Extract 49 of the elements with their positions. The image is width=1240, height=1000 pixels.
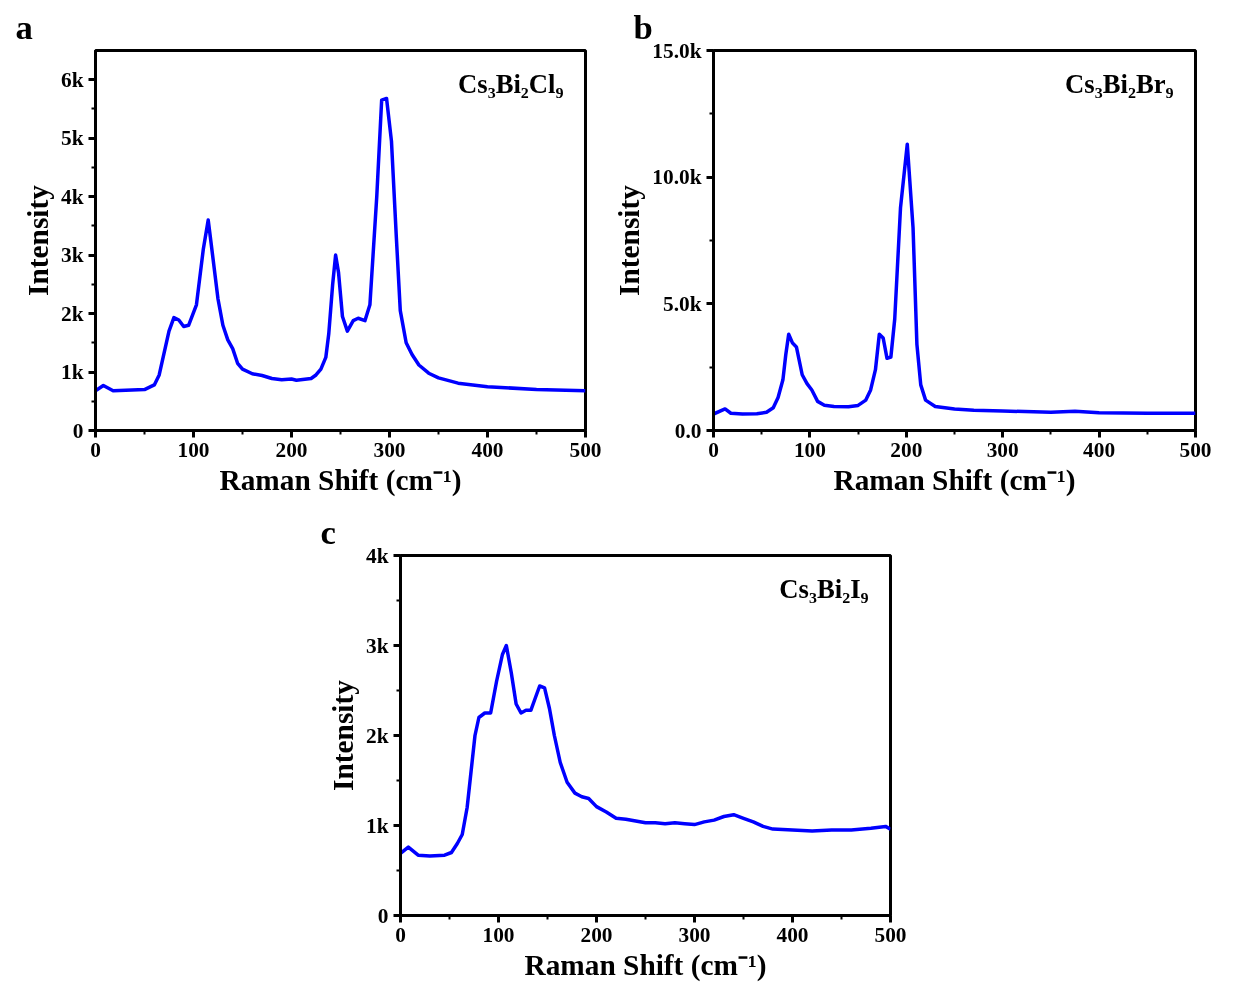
y-tick-label: 1k [365,813,389,838]
annotation: Cs₃Bi₂Cl₉ [458,68,564,99]
x-tick-label: 400 [1083,437,1116,462]
y-tick-label: 0 [72,418,84,443]
x-tick-label: 0 [395,922,406,947]
x-tick-label: 400 [471,437,504,462]
y-tick-label: 5k [60,126,84,151]
x-tick-label: 300 [986,437,1019,462]
y-tick-label: 3k [60,243,84,268]
y-tick-label: 6k [60,67,84,92]
annotation: Cs₃Bi₂I₉ [779,573,869,604]
x-tick-label: 100 [793,437,826,462]
y-tick-label: 10.0k [652,165,702,190]
x-tick-label: 0 [90,437,101,462]
x-tick-label: 300 [373,437,406,462]
x-tick-label: 100 [177,437,210,462]
line-series [95,96,586,393]
y-tick-label: 2k [365,723,389,748]
y-tick-label: 3k [365,633,389,658]
y-tick-label: 15.0k [652,38,702,63]
y-tick-label: 5.0k [662,291,702,316]
y-tick-label: 2k [60,301,84,326]
x-tick-label: 500 [569,437,602,462]
x-axis-title: Raman Shift (cm⁻¹) [833,463,1076,497]
chart-title: b [633,7,653,46]
y-tick-label: 1k [60,360,84,385]
y-axis-title: Intensity [21,184,54,296]
x-tick-label: 300 [678,922,711,947]
x-tick-label: 200 [890,437,923,462]
x-tick-label: 500 [874,922,907,947]
y-axis-title: Intensity [326,679,359,791]
y-tick-label: 4k [60,184,84,209]
y-tick-label: 4k [365,543,389,568]
line-series [400,643,891,858]
x-tick-label: 200 [275,437,308,462]
y-tick-label: 0 [377,903,389,928]
x-tick-label: 200 [580,922,613,947]
chart-title: c [320,512,336,551]
annotation: Cs₃Bi₂Br₉ [1065,68,1174,99]
line-series [713,142,1196,416]
y-tick-label: 0.0 [674,418,702,443]
x-axis-title: Raman Shift (cm⁻¹) [219,463,462,497]
y-axis-title: Intensity [613,184,646,296]
chart-title: a [15,7,33,46]
x-tick-label: 0 [708,437,719,462]
x-tick-label: 100 [482,922,515,947]
x-tick-label: 500 [1179,437,1212,462]
x-axis-title: Raman Shift (cm⁻¹) [524,948,767,982]
x-tick-label: 400 [776,922,809,947]
